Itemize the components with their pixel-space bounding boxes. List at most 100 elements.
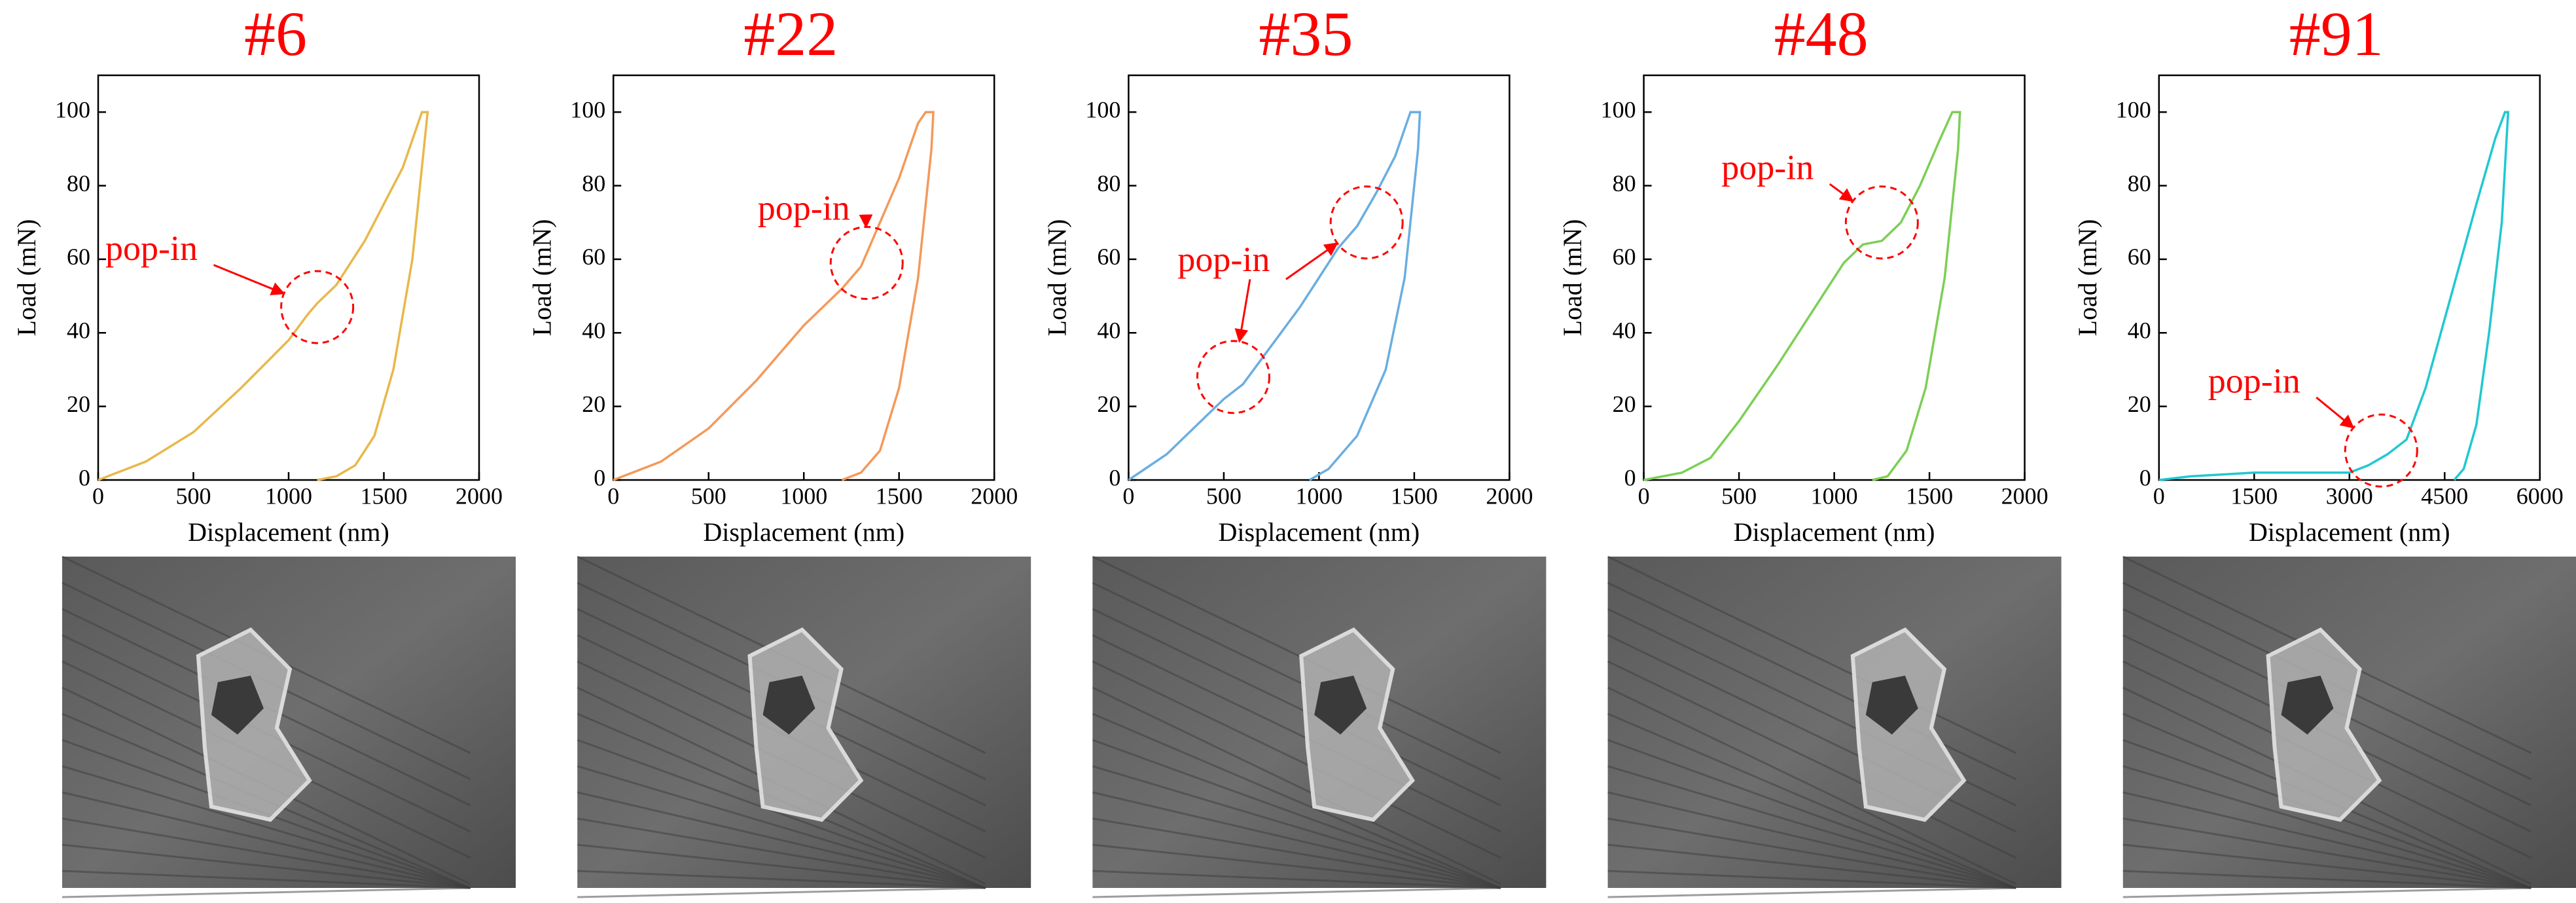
sem-streak (2122, 870, 2531, 889)
y-tick-label: 60 (67, 244, 90, 270)
sem-streak (1092, 712, 1501, 889)
x-tick-label: 1500 (1391, 483, 1438, 509)
sem-texture (2122, 555, 2532, 898)
sem-streak (1092, 581, 1501, 781)
sem-streak (62, 887, 471, 898)
plot-frame (612, 74, 995, 481)
x-tick-label: 0 (1122, 483, 1134, 509)
sem-streak (1092, 887, 1501, 898)
sem-particle (2266, 627, 2382, 822)
annotation-arrow (1234, 279, 1251, 343)
x-tick-label: 1500 (876, 483, 923, 509)
sem-texture (62, 555, 471, 898)
chart-title: #6 (244, 0, 307, 69)
chart-title: #22 (743, 0, 838, 69)
sem-particle (1299, 627, 1415, 822)
pop-in-circle (280, 270, 355, 344)
x-tick-label: 1000 (265, 483, 312, 509)
sem-particle (1865, 675, 1918, 735)
sem-streak (1092, 739, 1501, 889)
annotation-label: pop-in (105, 229, 198, 268)
x-tick-label: 1500 (1906, 483, 1953, 509)
annotation-label: pop-in (2208, 361, 2300, 400)
x-tick-label: 1000 (1811, 483, 1858, 509)
sem-particle (1314, 675, 1367, 735)
sem-streak (1607, 791, 2016, 889)
sem-streak (1607, 817, 2016, 889)
sem-texture (1607, 555, 2016, 898)
x-tick-label: 3000 (2326, 483, 2373, 509)
chart-title: #48 (1774, 0, 1869, 69)
sem-particle (1850, 627, 1967, 822)
pop-in-circle (1844, 185, 1919, 260)
x-tick-label: 4500 (2421, 483, 2468, 509)
sem-streak (1092, 608, 1501, 807)
y-tick-label: 60 (2128, 244, 2151, 270)
y-tick-label: 20 (2128, 391, 2151, 417)
sem-streak (1607, 712, 2016, 889)
x-tick-label: 2000 (1486, 483, 1533, 509)
sem-streak (1607, 581, 2016, 781)
y-tick-label: 0 (79, 464, 90, 490)
x-tick-label: 1000 (1295, 483, 1342, 509)
plot-frame (97, 74, 480, 481)
y-tick-label: 20 (582, 391, 605, 417)
y-tick-label: 0 (594, 464, 605, 490)
annotation-label: pop-in (758, 188, 850, 227)
annotation-arrow (1285, 242, 1338, 280)
load-curve (2158, 111, 2510, 481)
y-tick-label: 20 (1097, 391, 1120, 417)
x-tick-label: 500 (1721, 483, 1757, 509)
y-tick-label: 80 (67, 170, 90, 196)
sem-streak (1092, 791, 1501, 889)
y-tick-label: 80 (1613, 170, 1636, 196)
sem-streak (2122, 765, 2531, 889)
sem-streak (1607, 843, 2016, 889)
load-curve (1643, 111, 1961, 481)
x-axis-label: Displacement (nm) (703, 517, 904, 547)
annotation-arrow (1829, 183, 1854, 202)
y-axis-label: Load (mN) (527, 219, 556, 337)
sem-streak (1092, 870, 1501, 889)
y-tick-label: 60 (1613, 244, 1636, 270)
sem-streak (1607, 887, 2016, 898)
y-tick-label: 80 (2128, 170, 2151, 196)
sem-streak (1607, 765, 2016, 889)
x-tick-label: 2000 (2001, 483, 2048, 509)
sem-streak (62, 791, 471, 889)
x-tick-label: 500 (1206, 483, 1242, 509)
sem-particle (211, 675, 264, 735)
sem-streak (577, 791, 986, 889)
x-tick-label: 0 (92, 483, 104, 509)
x-tick-label: 500 (691, 483, 726, 509)
pop-in-circle (2344, 413, 2418, 488)
sem-streak (577, 870, 986, 889)
sem-streak (62, 817, 471, 889)
pop-in-circle (1329, 185, 1404, 260)
y-axis-label: Load (mN) (2073, 219, 2102, 337)
sem-streak (577, 739, 986, 889)
y-axis-label: Load (mN) (1558, 219, 1587, 337)
sem-image (62, 557, 516, 888)
y-tick-label: 0 (1109, 464, 1120, 490)
x-tick-label: 2000 (456, 483, 503, 509)
annotation-arrow (2316, 396, 2355, 429)
y-tick-label: 40 (2128, 318, 2151, 344)
sem-streak (1092, 686, 1501, 885)
sem-streak (1092, 765, 1501, 889)
chart-title: #91 (2289, 0, 2384, 69)
x-axis-label: Displacement (nm) (1734, 517, 1935, 547)
y-tick-label: 20 (1613, 391, 1636, 417)
annotation-arrow (213, 264, 285, 295)
load-curve (98, 111, 429, 481)
y-axis-label: Load (mN) (12, 219, 41, 337)
y-tick-label: 100 (1085, 96, 1120, 122)
sem-streak (2122, 817, 2531, 889)
x-tick-label: 0 (607, 483, 619, 509)
sem-streak (1092, 843, 1501, 889)
y-tick-label: 80 (582, 170, 605, 196)
y-tick-label: 40 (67, 318, 90, 344)
sem-streak (1607, 660, 2016, 859)
x-tick-label: 6000 (2516, 483, 2564, 509)
